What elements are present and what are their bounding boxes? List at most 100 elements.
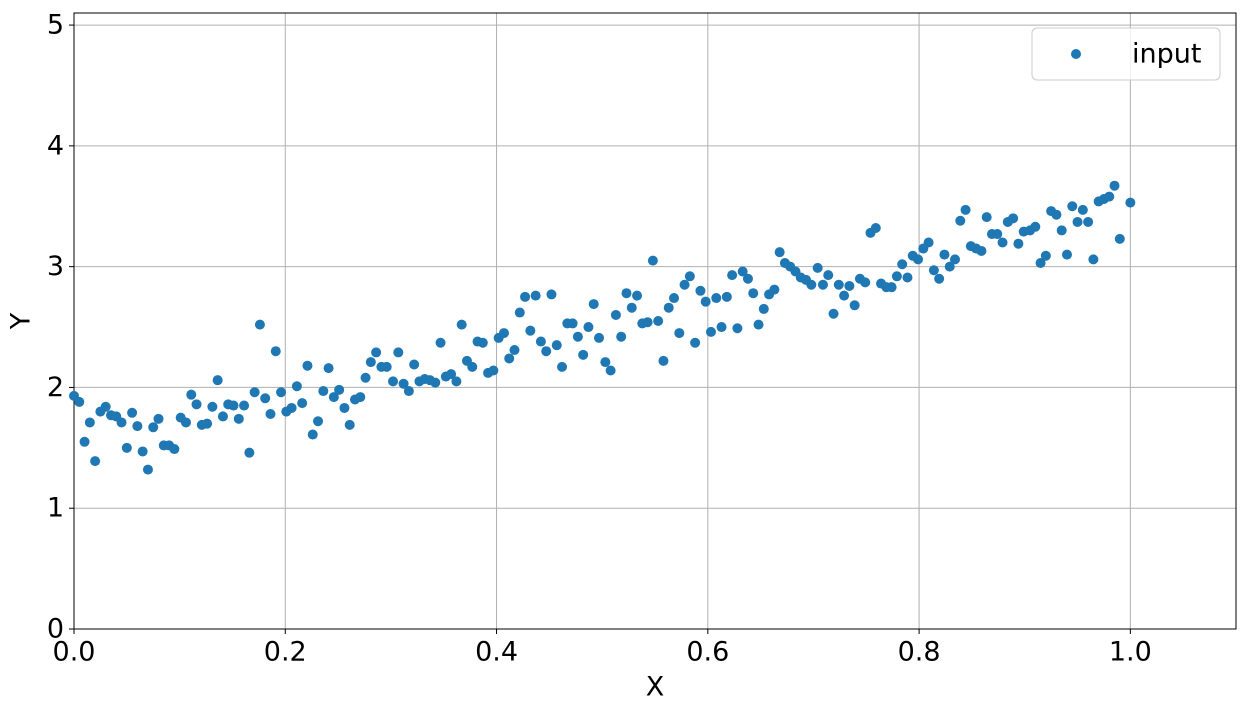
point — [339, 402, 350, 413]
legend-box — [1031, 27, 1221, 81]
point — [833, 279, 844, 290]
point — [632, 290, 643, 301]
point — [674, 328, 685, 339]
point — [121, 442, 132, 453]
x-axis-label: X — [646, 672, 665, 703]
y-axis-label: Y — [6, 312, 37, 330]
point — [514, 307, 525, 318]
y-tick-label: 0 — [47, 614, 64, 645]
point — [541, 346, 552, 357]
point — [812, 262, 823, 273]
point — [74, 396, 85, 407]
point — [849, 300, 860, 311]
point — [583, 322, 594, 333]
point — [435, 337, 446, 348]
point — [721, 291, 732, 302]
point — [191, 399, 202, 410]
point — [955, 215, 966, 226]
point — [960, 204, 971, 215]
point — [148, 422, 159, 433]
point — [705, 326, 716, 337]
y-tick-label: 5 — [47, 10, 64, 41]
point — [1077, 204, 1088, 215]
point — [409, 359, 420, 370]
point — [244, 447, 255, 458]
point — [498, 328, 509, 339]
point — [1067, 201, 1078, 212]
point — [653, 316, 664, 326]
point — [388, 376, 399, 387]
point — [600, 357, 611, 368]
point — [328, 392, 339, 403]
point — [1104, 191, 1115, 202]
point — [381, 361, 392, 372]
point — [360, 372, 371, 383]
y-tick-label: 3 — [47, 251, 64, 282]
point — [307, 429, 318, 440]
point — [897, 259, 908, 270]
point — [976, 245, 987, 256]
point — [467, 361, 478, 372]
point — [488, 365, 499, 376]
point — [142, 464, 153, 475]
legend-marker — [1071, 49, 1081, 59]
point — [992, 229, 1003, 240]
point — [260, 393, 271, 404]
point — [642, 317, 653, 328]
point — [716, 322, 727, 333]
point — [504, 353, 515, 364]
point — [169, 444, 180, 455]
point — [1109, 180, 1120, 191]
point — [1035, 258, 1046, 269]
point — [403, 386, 414, 397]
point — [626, 302, 637, 313]
point — [934, 273, 945, 284]
point — [137, 446, 148, 457]
point — [870, 222, 881, 233]
point — [477, 337, 488, 348]
point — [588, 299, 599, 310]
point — [116, 417, 127, 428]
point — [217, 411, 228, 422]
point — [249, 387, 260, 398]
point — [572, 331, 583, 342]
point — [520, 291, 531, 302]
point — [127, 407, 138, 418]
point — [398, 378, 409, 389]
point — [1056, 225, 1067, 236]
point — [212, 375, 223, 386]
point — [344, 419, 355, 430]
point — [997, 237, 1008, 248]
point — [700, 296, 711, 307]
x-tick-label: 1.0 — [1109, 637, 1152, 668]
x-tick-label: 0.0 — [53, 637, 96, 668]
point — [844, 280, 855, 291]
point — [737, 266, 748, 277]
point — [79, 436, 90, 447]
point — [1072, 216, 1083, 227]
point — [286, 402, 297, 413]
point — [153, 413, 164, 424]
point — [621, 288, 632, 299]
point — [1040, 250, 1051, 261]
point — [546, 289, 557, 300]
point — [84, 417, 95, 428]
y-tick-label: 1 — [47, 493, 64, 524]
x-tick-label: 0.6 — [686, 637, 729, 668]
point — [684, 271, 695, 282]
point — [860, 277, 871, 288]
point — [239, 400, 250, 411]
point — [430, 377, 441, 388]
point — [530, 290, 541, 301]
point — [180, 417, 191, 428]
point — [276, 387, 287, 398]
point — [711, 293, 722, 304]
plot-frame — [73, 12, 1237, 630]
point — [616, 331, 627, 342]
point — [663, 302, 674, 313]
point — [732, 323, 743, 334]
point — [313, 416, 324, 427]
point — [1083, 216, 1094, 227]
point — [774, 247, 785, 258]
